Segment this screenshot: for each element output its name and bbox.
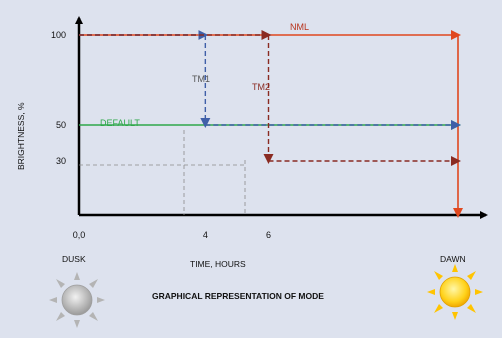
y-tick-labels: 100 50 30 <box>51 30 66 166</box>
y-axis-title: BRIGHTNESS, % <box>16 102 26 170</box>
series-label-tm1: TM1 <box>192 74 210 84</box>
x-tick-label-4: 4 <box>203 230 208 240</box>
y-tick-label-50: 50 <box>56 120 66 130</box>
x-axis-title: TIME, HOURS <box>190 259 246 269</box>
y-tick-label-30: 30 <box>56 156 66 166</box>
yellow-sun-icon <box>427 264 483 320</box>
grey-sun-icon <box>49 272 105 328</box>
series-label-default: DEFAULT <box>100 118 140 128</box>
x-tick-label-0-0: 0,0 <box>73 230 86 240</box>
chart-caption: GRAPHICAL REPRESENTATION OF MODE <box>152 291 324 301</box>
y-tick-label-100: 100 <box>51 30 66 40</box>
series-label-nml: NML <box>290 22 309 32</box>
dawn-label: DAWN <box>440 254 466 264</box>
series-label-tm2: TM2 <box>252 82 270 92</box>
x-tick-label-6: 6 <box>266 230 271 240</box>
dusk-label: DUSK <box>62 254 86 264</box>
series-layer <box>79 30 463 218</box>
x-tick-labels: 0,0 4 6 <box>73 230 271 240</box>
